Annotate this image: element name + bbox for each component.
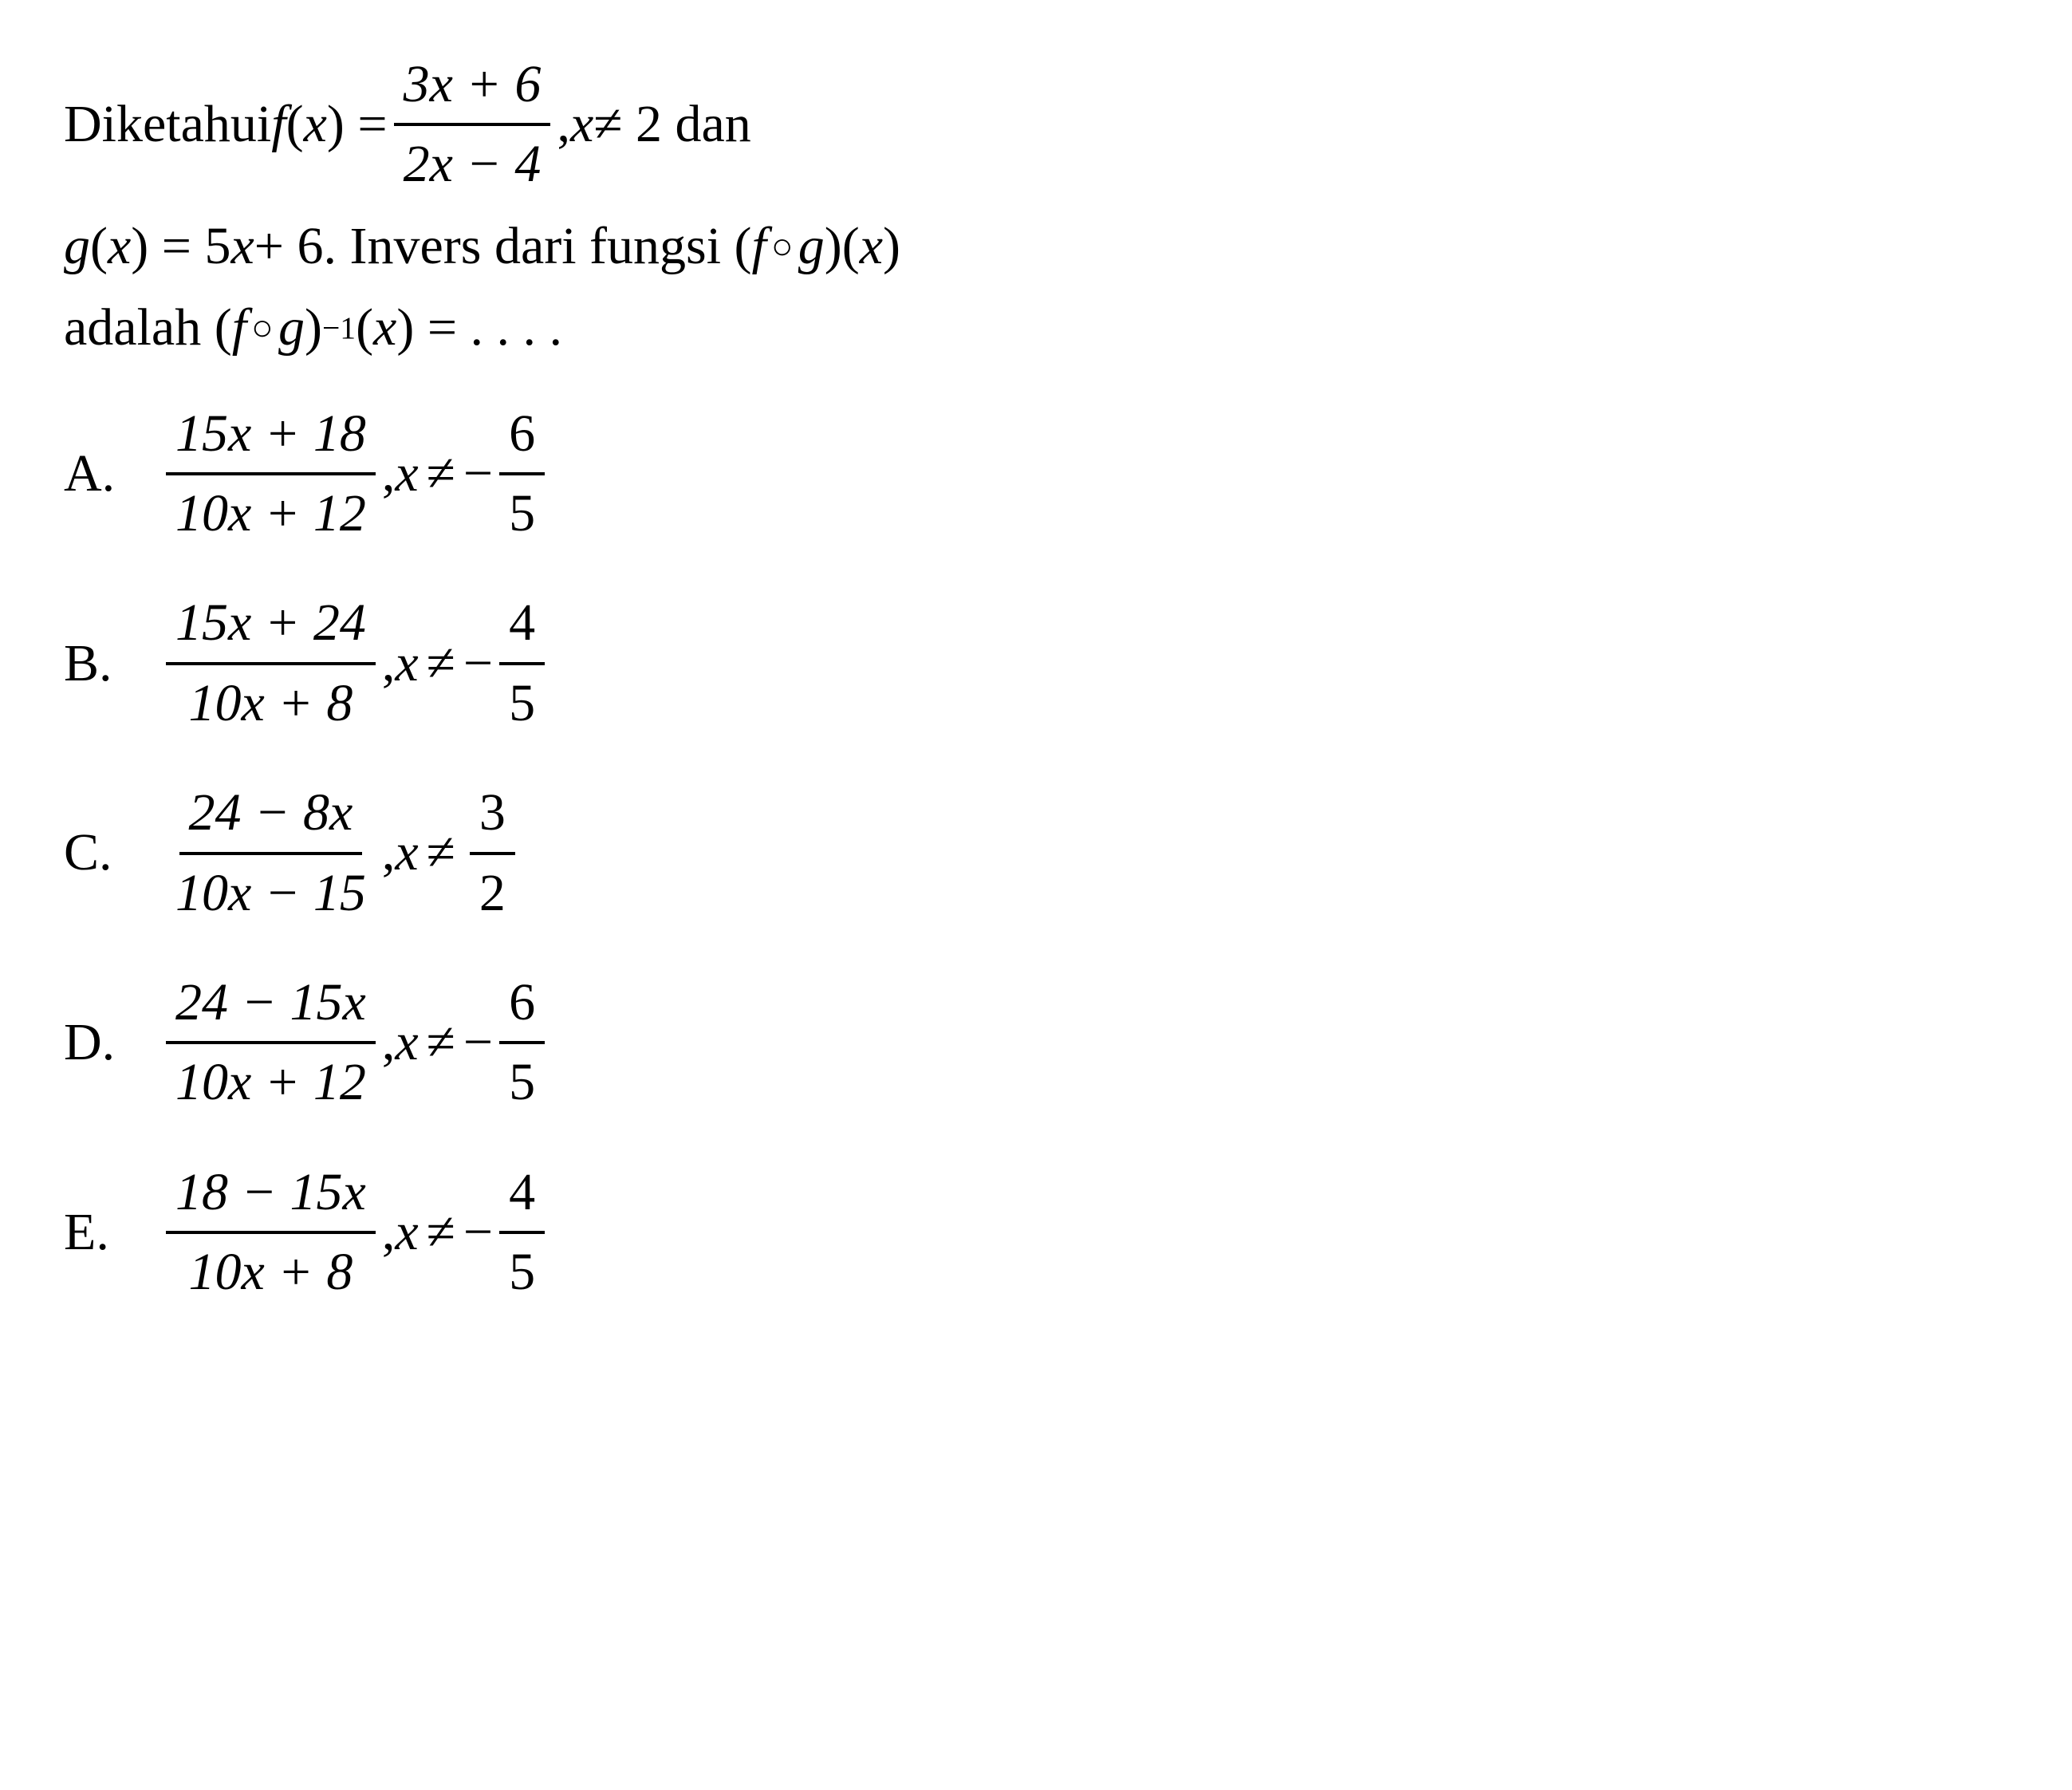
text: ( [356, 291, 373, 365]
x-symbol: x [570, 88, 593, 161]
text: + 6. Invers dari fungsi ( [254, 210, 752, 283]
option-c: C. 24 − 8x 10x − 15 , x ≠ 3 2 [64, 776, 2008, 930]
negative-sign: − [463, 1196, 493, 1269]
compose-symbol: ○ [771, 221, 794, 273]
fraction-denominator: 2 [470, 855, 515, 930]
fraction-numerator: 15x + 24 [166, 586, 376, 664]
inverse-exponent: −1 [322, 306, 356, 350]
negative-sign: − [463, 1006, 493, 1079]
text: ( [90, 210, 108, 283]
option-label: B. [64, 627, 160, 700]
condition-fraction: 6 5 [499, 966, 545, 1120]
neq-symbol: ≠ [427, 437, 455, 511]
fraction-numerator: 3 [470, 776, 515, 854]
problem-statement: Diketahui f ( x ) = 3x + 6 2x − 4 , x ≠ … [64, 48, 2008, 365]
separator: , [382, 627, 396, 700]
fraction-numerator: 24 − 15x [166, 966, 376, 1044]
option-fraction: 24 − 8x 10x − 15 [166, 776, 376, 930]
condition-fraction: 4 5 [499, 586, 545, 740]
x-symbol: x [395, 437, 418, 511]
negative-sign: − [463, 437, 493, 511]
condition-fraction: 3 2 [470, 776, 515, 930]
x-symbol: x [230, 210, 254, 283]
fraction-numerator: 4 [499, 586, 545, 664]
separator: , [382, 1196, 396, 1269]
fraction-denominator: 5 [499, 1234, 545, 1309]
f-definition-fraction: 3x + 6 2x − 4 [394, 48, 551, 202]
fraction-numerator: 3x + 6 [394, 48, 551, 126]
text: ) [305, 291, 322, 365]
f-symbol: f [752, 210, 766, 283]
problem-line-1: Diketahui f ( x ) = 3x + 6 2x − 4 , x ≠ … [64, 48, 2008, 202]
separator: , [382, 1006, 396, 1079]
fraction-numerator: 6 [499, 966, 545, 1044]
answer-options: A. 15x + 18 10x + 12 , x ≠ − 6 5 B. 15x … [64, 397, 2008, 1310]
text: Diketahui [64, 88, 271, 161]
x-symbol: x [395, 816, 418, 889]
neq-symbol: ≠ [427, 1006, 455, 1079]
text: )( [825, 210, 860, 283]
negative-sign: − [463, 627, 493, 700]
x-symbol: x [108, 210, 131, 283]
neq-symbol: ≠ [427, 1196, 455, 1269]
text: ( [286, 88, 304, 161]
option-fraction: 15x + 24 10x + 8 [166, 586, 376, 740]
text: adalah ( [64, 291, 232, 365]
text: ) = 5 [131, 210, 230, 283]
neq-symbol: ≠ [427, 816, 455, 889]
fraction-denominator: 5 [499, 1044, 545, 1119]
neq-symbol: ≠ [427, 627, 455, 700]
fraction-denominator: 10x + 8 [179, 665, 363, 740]
g-symbol: g [798, 210, 825, 283]
separator: , [382, 437, 396, 511]
x-symbol: x [860, 210, 883, 283]
fraction-numerator: 15x + 18 [166, 397, 376, 475]
condition-fraction: 6 5 [499, 397, 545, 551]
compose-symbol: ○ [251, 302, 274, 354]
option-fraction: 18 − 15x 10x + 8 [166, 1156, 376, 1310]
fraction-denominator: 10x + 12 [166, 1044, 376, 1119]
text: ) = [327, 88, 388, 161]
x-symbol: x [395, 1006, 418, 1079]
option-e: E. 18 − 15x 10x + 8 , x ≠ − 4 5 [64, 1156, 2008, 1310]
option-label: A. [64, 437, 160, 511]
option-fraction: 24 − 15x 10x + 12 [166, 966, 376, 1120]
text: ) = . . . . [396, 291, 562, 365]
fraction-numerator: 24 − 8x [179, 776, 363, 854]
option-label: C. [64, 816, 160, 889]
fraction-denominator: 5 [499, 665, 545, 740]
problem-line-3: adalah ( f ○ g ) −1 ( x ) = . . . . [64, 291, 2008, 365]
f-symbol: f [232, 291, 246, 365]
fraction-denominator: 10x + 8 [179, 1234, 363, 1309]
x-symbol: x [395, 627, 418, 700]
text: , [557, 88, 570, 161]
option-b: B. 15x + 24 10x + 8 , x ≠ − 4 5 [64, 586, 2008, 740]
problem-line-2: g ( x ) = 5 x + 6. Invers dari fungsi ( … [64, 210, 2008, 283]
fraction-denominator: 10x + 12 [166, 475, 376, 550]
option-label: D. [64, 1006, 160, 1079]
x-symbol: x [373, 291, 396, 365]
f-symbol: f [271, 88, 286, 161]
g-symbol: g [278, 291, 305, 365]
option-d: D. 24 − 15x 10x + 12 , x ≠ − 6 5 [64, 966, 2008, 1120]
g-symbol: g [64, 210, 90, 283]
text: ) [883, 210, 900, 283]
option-label: E. [64, 1196, 160, 1269]
fraction-denominator: 5 [499, 475, 545, 550]
fraction-numerator: 4 [499, 1156, 545, 1234]
fraction-denominator: 2x − 4 [394, 126, 551, 201]
separator: , [382, 816, 396, 889]
text: ≠ 2 dan [593, 88, 751, 161]
option-fraction: 15x + 18 10x + 12 [166, 397, 376, 551]
fraction-denominator: 10x − 15 [166, 855, 376, 930]
x-symbol: x [395, 1196, 418, 1269]
fraction-numerator: 6 [499, 397, 545, 475]
x-symbol: x [304, 88, 327, 161]
fraction-numerator: 18 − 15x [166, 1156, 376, 1234]
condition-fraction: 4 5 [499, 1156, 545, 1310]
option-a: A. 15x + 18 10x + 12 , x ≠ − 6 5 [64, 397, 2008, 551]
